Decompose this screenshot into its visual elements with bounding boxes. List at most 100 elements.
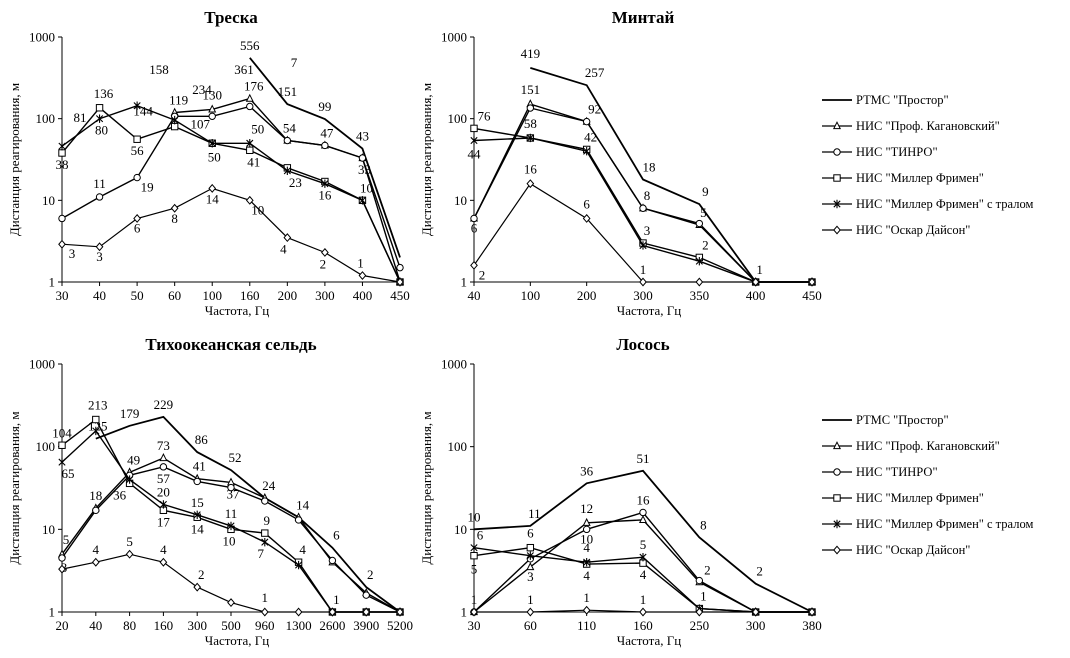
data-label: 18 (89, 488, 102, 503)
circle-marker (582, 525, 591, 534)
square-marker (246, 146, 254, 154)
data-label: 6 (477, 528, 484, 543)
square-marker (133, 135, 141, 143)
data-label: 65 (62, 466, 75, 481)
data-label: 41 (247, 154, 260, 169)
chart-panel: Тихоокеанская сельдь 1 10 100 1000 20 40 80 160 3… (7, 335, 413, 648)
x-tick-label: 30 (468, 618, 481, 633)
star-marker (526, 551, 534, 560)
star-marker (208, 139, 216, 148)
series-6: 3 3 6 8 14 10 4 2 1 (58, 183, 404, 287)
x-tick-label: 300 (315, 288, 335, 303)
data-label: 1 (640, 262, 647, 277)
data-label: 229 (154, 397, 174, 412)
circle-marker (58, 554, 66, 562)
diamond-marker (227, 598, 235, 608)
x-tick-label: 60 (524, 618, 537, 633)
diamond-marker (362, 607, 371, 617)
star-marker (133, 101, 141, 110)
square-marker (92, 415, 100, 424)
x-tick-label: 40 (468, 288, 481, 303)
diamond-marker (95, 242, 104, 252)
diamond-marker (695, 277, 704, 287)
diamond-marker (91, 557, 100, 567)
data-label: 151 (521, 82, 541, 97)
x-tick-label: 30 (56, 288, 69, 303)
star-marker (159, 500, 167, 509)
data-label: 10 (360, 180, 373, 195)
diamond-marker (639, 277, 647, 287)
star-marker (470, 543, 478, 552)
x-tick-label: 200 (577, 288, 597, 303)
data-label: 20 (157, 484, 170, 499)
chart-panel: Минтай 1 10 100 1000 40 100 200 300 350 400 450 Част… (419, 8, 822, 318)
data-label: 73 (157, 438, 170, 453)
star-marker (295, 560, 303, 570)
data-label: 11 (225, 506, 238, 521)
circle-marker (328, 556, 337, 565)
data-label: 49 (127, 452, 140, 467)
x-axis-label: Частота, Гц (205, 303, 269, 318)
data-label: 8 (171, 211, 178, 226)
y-axis-label: Дистанция реагирования, м (7, 83, 22, 236)
diamond-marker (125, 549, 134, 559)
data-label: 2 (198, 567, 205, 582)
diamond-marker (833, 225, 841, 235)
legend-label: РТМС "Простор" (856, 93, 949, 107)
data-label: 130 (202, 87, 222, 102)
data-label: 80 (95, 123, 108, 138)
y-tick-label: 100 (448, 111, 468, 126)
circle-marker (358, 154, 367, 162)
data-label: 4 (93, 542, 100, 557)
data-label: 41 (193, 459, 206, 474)
data-label: 176 (244, 79, 264, 94)
diamond-marker (470, 607, 478, 617)
star-marker (92, 426, 100, 436)
circle-marker (261, 497, 269, 505)
x-tick-label: 450 (390, 288, 410, 303)
x-tick-label: 500 (221, 618, 241, 633)
diamond-marker (208, 183, 217, 193)
x-tick-label: 200 (278, 288, 298, 303)
y-tick-label: 1000 (441, 30, 467, 45)
diamond-marker (396, 277, 404, 287)
x-axis-label: Частота, Гц (205, 633, 269, 648)
data-label: 9 (264, 513, 271, 528)
data-label: 38 (56, 157, 69, 172)
circle-marker (396, 263, 404, 272)
star-marker (227, 521, 235, 531)
data-label: 1 (640, 592, 647, 607)
data-label: 58 (524, 116, 537, 131)
chart-title: Треска (204, 8, 258, 27)
data-label: 1 (583, 590, 590, 605)
x-tick-label: 450 (802, 288, 822, 303)
x-tick-label: 60 (168, 288, 181, 303)
diamond-marker (808, 277, 816, 287)
data-label: 10 (223, 533, 236, 548)
square-marker (470, 551, 478, 560)
data-label: 1 (262, 590, 269, 605)
x-tick-label: 20 (56, 618, 69, 633)
y-tick-label: 1 (49, 605, 56, 620)
x-tick-label: 300 (187, 618, 207, 633)
data-label: 76 (478, 108, 492, 123)
data-label: 50 (208, 149, 221, 164)
square-marker (833, 174, 841, 182)
y-tick-label: 1000 (29, 30, 55, 45)
series-line (530, 67, 757, 283)
star-marker (126, 475, 134, 484)
x-tick-label: 80 (123, 618, 136, 633)
data-label: 151 (278, 84, 298, 99)
data-label: 11 (528, 506, 541, 521)
data-label: 5 (63, 532, 70, 547)
diamond-marker (751, 277, 760, 287)
circle-marker (833, 148, 841, 156)
triangle-marker (208, 104, 217, 113)
data-label: 7 (291, 55, 298, 70)
star-marker (639, 241, 647, 250)
star-marker (261, 537, 269, 547)
data-label: 104 (52, 425, 72, 440)
